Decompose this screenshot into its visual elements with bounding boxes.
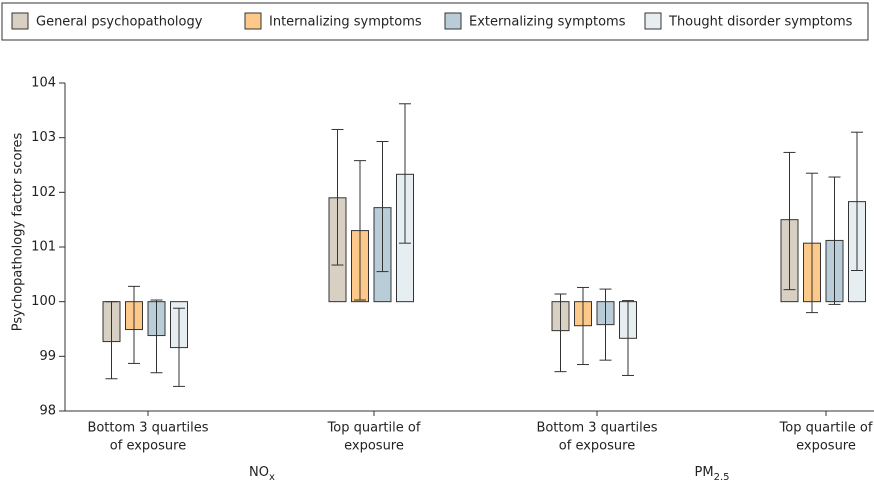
y-tick-label: 100 xyxy=(31,294,56,309)
group-label-sub: x xyxy=(269,472,275,483)
group-label-main: PM xyxy=(695,465,714,480)
error-bar xyxy=(331,128,344,266)
y-axis-label: Psychopathology factor scores xyxy=(11,133,26,332)
x-tick-label: of exposure xyxy=(559,439,635,454)
y-tick-label: 104 xyxy=(31,76,56,91)
group-label-main: NO xyxy=(249,465,269,480)
error-bar xyxy=(783,151,796,291)
group-label: NOx xyxy=(249,465,275,484)
group-label: PM2.5 xyxy=(695,465,730,484)
y-tick-label: 98 xyxy=(39,404,56,419)
y-tick-label: 101 xyxy=(31,240,56,255)
x-tick-label: Bottom 3 quartiles xyxy=(87,421,208,436)
legend-label: Thought disorder symptoms xyxy=(668,15,853,30)
legend-label: Internalizing symptoms xyxy=(269,15,422,30)
legend-label: Externalizing symptoms xyxy=(469,15,626,30)
x-tick-label: Bottom 3 quartiles xyxy=(536,421,657,436)
error-bar xyxy=(105,301,118,380)
error-bar xyxy=(354,160,366,301)
legend-frame xyxy=(1,2,869,41)
y-tick-label: 103 xyxy=(31,130,56,145)
error-bar xyxy=(622,300,634,376)
error-bar xyxy=(828,176,841,305)
error-bar xyxy=(128,285,140,364)
legend-swatch xyxy=(644,12,662,30)
legend-swatch xyxy=(444,12,462,30)
error-bar xyxy=(554,293,567,373)
error-bar xyxy=(173,307,185,387)
x-tick-label: exposure xyxy=(796,439,856,454)
error-bar xyxy=(577,286,589,366)
error-bar xyxy=(599,288,612,361)
x-tick-label: Top quartile of xyxy=(327,421,421,436)
x-tick-label: Top quartile of xyxy=(779,421,873,436)
error-bar xyxy=(150,299,163,374)
y-tick-label: 99 xyxy=(39,349,56,364)
x-tick-label: exposure xyxy=(344,439,404,454)
legend-swatch xyxy=(244,12,262,30)
x-tick-label: of exposure xyxy=(110,439,186,454)
group-label-sub: 2.5 xyxy=(714,472,730,483)
error-bar xyxy=(399,103,411,244)
error-bar xyxy=(806,172,818,314)
y-tick-label: 102 xyxy=(31,185,56,200)
error-bar xyxy=(376,140,389,273)
legend-swatch xyxy=(11,12,29,30)
error-bar xyxy=(851,131,863,272)
legend-label: General psychopathology xyxy=(36,15,203,30)
